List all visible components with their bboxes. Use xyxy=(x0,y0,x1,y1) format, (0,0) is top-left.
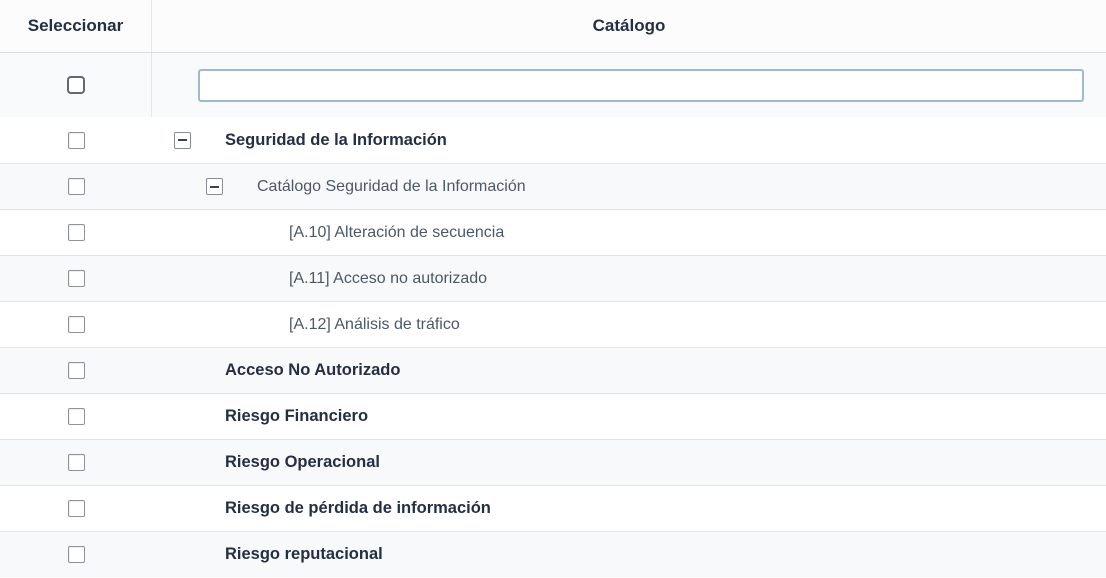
row-checkbox[interactable] xyxy=(67,131,85,149)
table-header-row: Seleccionar Catálogo xyxy=(0,0,1106,53)
select-all-checkbox[interactable] xyxy=(66,76,85,94)
tree-node-label[interactable]: Riesgo Financiero xyxy=(225,407,369,425)
row-checkbox[interactable] xyxy=(67,408,85,425)
row-checkbox[interactable] xyxy=(67,362,85,379)
table-row: Seguridad de la Información xyxy=(0,117,1106,163)
tree-node-label[interactable]: Catálogo Seguridad de la Información xyxy=(257,177,526,195)
row-checkbox[interactable] xyxy=(67,454,85,471)
table-row: Riesgo reputacional xyxy=(0,531,1106,577)
tree-node-label[interactable]: Riesgo de pérdida de información xyxy=(225,499,491,517)
row-checkbox[interactable] xyxy=(67,178,85,195)
minus-glyph xyxy=(210,185,219,188)
tree-node-label[interactable]: [A.11] Acceso no autorizado xyxy=(289,269,488,287)
table-body: Seguridad de la Información Catálogo Seg… xyxy=(0,117,1106,577)
table-row: [A.11] Acceso no autorizado xyxy=(0,255,1106,301)
tree-node-label[interactable]: [A.10] Alteración de secuencia xyxy=(289,223,505,241)
tree-node-label[interactable]: Riesgo reputacional xyxy=(225,545,383,563)
tree-node-label[interactable]: Seguridad de la Información xyxy=(225,130,447,149)
catalog-filter-input[interactable] xyxy=(198,68,1084,102)
table-row: Catálogo Seguridad de la Información xyxy=(0,163,1106,209)
column-header-seleccionar: Seleccionar xyxy=(0,0,152,52)
row-checkbox[interactable] xyxy=(67,500,85,517)
row-checkbox[interactable] xyxy=(67,270,85,287)
row-checkbox[interactable] xyxy=(67,224,85,241)
table-row: Riesgo Operacional xyxy=(0,439,1106,485)
filter-row xyxy=(0,53,1106,117)
column-header-catalogo: Catálogo xyxy=(592,16,666,35)
minus-glyph xyxy=(178,139,187,141)
row-checkbox[interactable] xyxy=(67,546,85,563)
tree-node-label[interactable]: Acceso No Autorizado xyxy=(225,361,401,379)
tree-node-label[interactable]: Riesgo Operacional xyxy=(225,453,380,471)
collapse-minus-icon[interactable] xyxy=(174,131,191,149)
collapse-minus-icon[interactable] xyxy=(206,178,223,195)
tree-node-label[interactable]: [A.12] Análisis de tráfico xyxy=(289,315,460,333)
table-row: Acceso No Autorizado xyxy=(0,347,1106,393)
row-checkbox[interactable] xyxy=(67,316,85,333)
table-row: Riesgo de pérdida de información xyxy=(0,485,1106,531)
table-row: Riesgo Financiero xyxy=(0,393,1106,439)
table-row: [A.10] Alteración de secuencia xyxy=(0,209,1106,255)
table-row: [A.12] Análisis de tráfico xyxy=(0,301,1106,347)
